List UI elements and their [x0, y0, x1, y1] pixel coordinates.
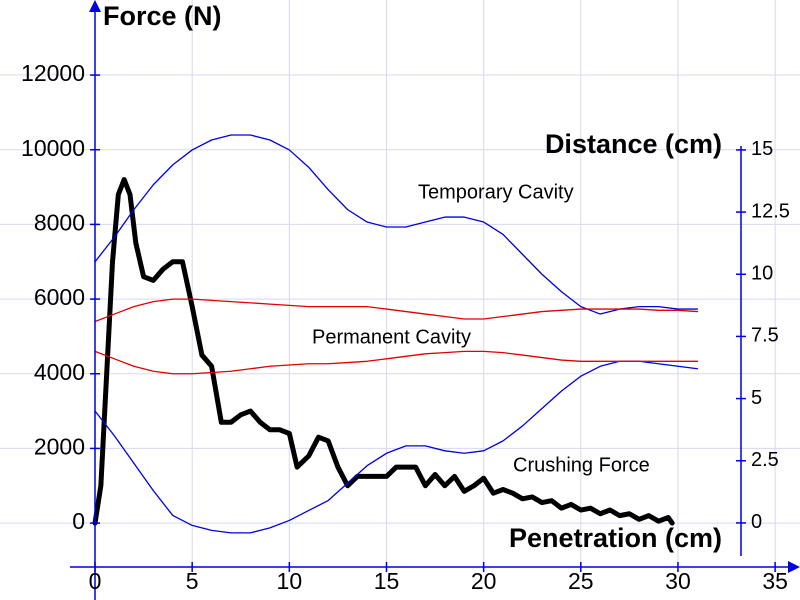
x-tick-label: 35	[762, 568, 788, 594]
x-axis-arrow	[788, 561, 800, 573]
force-line	[92, 177, 675, 526]
y-axis-title: Force (N)	[103, 1, 222, 31]
y-axis-arrow	[89, 0, 101, 12]
x-tick-label: 25	[568, 568, 594, 594]
annotation: Crushing Force	[513, 454, 650, 476]
x-tick-label: 30	[665, 568, 691, 594]
y2-tick-label: 5	[751, 387, 762, 409]
y-tick-label: 6000	[34, 284, 85, 310]
x-tick-label: 15	[374, 568, 400, 594]
plot-lines	[92, 134, 699, 534]
x-tick-label: 10	[277, 568, 303, 594]
y2-tick-label: 2.5	[751, 449, 779, 471]
y2-axis-title: Distance (cm)	[545, 129, 722, 159]
y2-tick-label: 7.5	[751, 325, 779, 347]
x-axis-title: Penetration (cm)	[509, 523, 722, 553]
y2-tick-label: 10	[751, 263, 773, 285]
y2-tick-label: 0	[751, 511, 762, 533]
y2-tick-label: 12.5	[751, 200, 790, 222]
cavity-line	[94, 298, 699, 323]
x-tick-label: 0	[89, 568, 102, 594]
y-tick-label: 2000	[34, 433, 85, 459]
axes	[70, 0, 800, 600]
annotation: Permanent Cavity	[312, 326, 471, 348]
x-tick-label: 5	[186, 568, 199, 594]
y-tick-label: 8000	[34, 209, 85, 235]
grid	[0, 0, 800, 567]
cavity-line	[94, 360, 699, 534]
cavity-line	[94, 350, 699, 375]
y-tick-label: 12000	[21, 60, 85, 86]
y2-tick-label: 15	[751, 138, 773, 160]
annotation: Temporary Cavity	[418, 181, 574, 203]
y-tick-label: 0	[72, 508, 85, 534]
cavity-line	[94, 134, 699, 315]
y-tick-label: 10000	[21, 135, 85, 161]
x-tick-label: 20	[471, 568, 497, 594]
y-tick-label: 4000	[34, 359, 85, 385]
